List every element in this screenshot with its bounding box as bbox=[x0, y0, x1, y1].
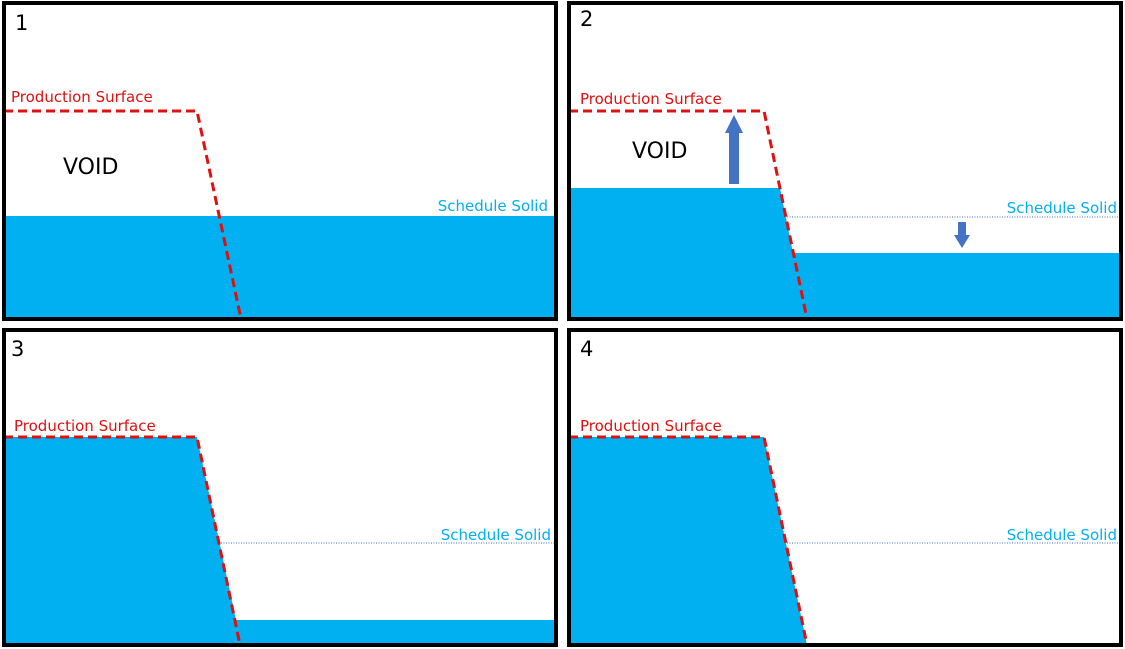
arrow-up-icon bbox=[725, 115, 743, 184]
panel-3-schedule-solid-label: Schedule Solid bbox=[441, 526, 551, 544]
panel-4-number: 4 bbox=[580, 337, 593, 361]
panel-2-schedule-solid-fill bbox=[569, 188, 1121, 319]
panel-1-void-label: VOID bbox=[63, 155, 118, 180]
panel-2-frame bbox=[567, 1, 1123, 321]
panel-4: 4 Production Surface Schedule Solid bbox=[567, 328, 1123, 647]
panel-2: 2 Production Surface VOID Schedule Solid bbox=[567, 1, 1123, 321]
panel-1-schedule-solid-fill bbox=[4, 216, 556, 319]
panel-2-production-surface-label: Production Surface bbox=[580, 90, 722, 108]
panel-2-void-label: VOID bbox=[632, 139, 687, 164]
panel-2-number: 2 bbox=[580, 7, 593, 31]
panel-1-production-surface-label: Production Surface bbox=[11, 88, 153, 106]
panel-4-frame bbox=[567, 328, 1123, 647]
panel-3: 3 Production Surface Schedule Solid bbox=[2, 328, 558, 647]
panel-3-production-surface-line bbox=[4, 435, 242, 646]
panel-2-schedule-solid-label: Schedule Solid bbox=[1007, 199, 1117, 217]
panel-1: 1 Production Surface VOID Schedule Solid bbox=[2, 1, 558, 321]
panel-4-production-surface-label: Production Surface bbox=[580, 417, 722, 435]
panel-3-production-surface-label: Production Surface bbox=[14, 417, 156, 435]
panel-2-production-surface-line bbox=[569, 109, 809, 320]
panel-3-number: 3 bbox=[11, 337, 24, 361]
panel-4-production-surface-line bbox=[569, 435, 809, 646]
arrow-down-icon bbox=[954, 222, 970, 248]
panel-1-schedule-solid-label: Schedule Solid bbox=[438, 197, 548, 215]
panel-1-number: 1 bbox=[15, 11, 28, 35]
panel-4-schedule-solid-fill bbox=[569, 437, 807, 645]
panel-3-schedule-solid-fill bbox=[4, 437, 556, 645]
panel-3-frame bbox=[2, 328, 558, 647]
panel-1-frame bbox=[2, 1, 558, 321]
panel-1-production-surface-line bbox=[4, 109, 243, 320]
panel-4-schedule-solid-label: Schedule Solid bbox=[1007, 526, 1117, 544]
